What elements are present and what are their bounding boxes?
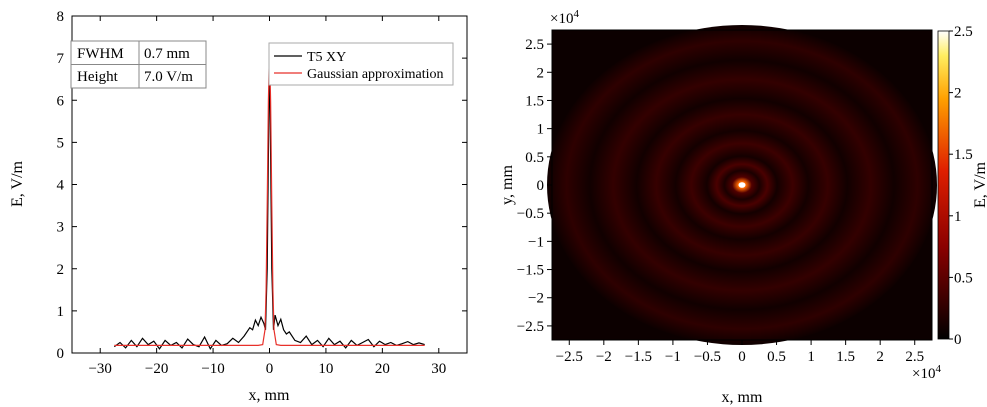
table-label-height: Height: [77, 69, 119, 85]
y-axis-label: E, V/m: [9, 160, 26, 206]
y-tick-label: 4: [57, 178, 65, 194]
y-tick-label: 1: [537, 122, 545, 138]
series-line-t5-xy: [113, 49, 425, 351]
x-tick-label: −1: [665, 349, 681, 365]
y-tick-label: 8: [57, 9, 65, 25]
x-tick-label: 2.5: [905, 349, 924, 365]
y-tick-label: −2.5: [517, 319, 544, 335]
y-tick-label: 1: [57, 304, 65, 320]
y-tick-label: −1.5: [517, 263, 544, 279]
colorbar-tick-label: 2: [954, 86, 962, 102]
x-axis-label: x, mm: [722, 389, 763, 406]
y-tick-label: 3: [57, 220, 65, 236]
y-tick-label: 7: [57, 51, 65, 67]
y-tick-label: 2: [57, 262, 65, 278]
x-ticks: −2.5 −2 −1.5 −1 −0.5 0 0.5 1 1.5 2 2.5: [556, 340, 924, 365]
y-ticks: 2.5 2 1.5 1 0.5 0 −0.5 −1 −1.5 −2 −2.5: [517, 37, 552, 335]
x-tick-label: −2.5: [556, 349, 583, 365]
x-tick-label: 20: [375, 361, 390, 377]
x-tick-label: −30: [88, 361, 111, 377]
y-tick-label: −2: [528, 291, 544, 307]
y-tick-label: 0: [537, 178, 545, 194]
legend: T5 XY Gaussian approximation: [268, 42, 454, 86]
info-table: FWHM 0.7 mm Height 7.0 V/m: [70, 40, 207, 89]
x-tick-label: 0.5: [767, 349, 786, 365]
y-tick-label: 2: [537, 65, 545, 81]
x-tick-label: 0: [738, 349, 746, 365]
x-tick-label: −2: [596, 349, 612, 365]
x-tick-label: −0.5: [694, 349, 721, 365]
x-tick-label: 2: [876, 349, 884, 365]
y-tick-label: 6: [57, 93, 65, 109]
y-multiplier: ×104: [550, 8, 579, 27]
x-tick-label: 1: [807, 349, 815, 365]
y-tick-label: −1: [528, 234, 544, 250]
x-tick-label: −20: [145, 361, 168, 377]
table-value-height: 7.0 V/m: [144, 69, 193, 85]
colorbar-tick-label: 0.5: [954, 270, 973, 286]
table-label-fwhm: FWHM: [77, 46, 124, 62]
y-tick-label: 0.5: [525, 150, 544, 166]
colorbar-tick-label: 1.5: [954, 147, 973, 163]
heatmap-chart: −2.5 −2 −1.5 −1 −0.5 0 0.5 1 1.5 2 2.5 2.5 2 1.5 1 0.5…: [499, 8, 987, 406]
y-tick-label: −0.5: [517, 206, 544, 222]
x-ticks: −30 −20 −10 0 10 20 30: [88, 16, 446, 377]
colorbar-tick-label: 2.5: [954, 24, 973, 40]
heatmap-peak: [738, 182, 746, 188]
x-tick-label: 1.5: [836, 349, 855, 365]
colorbar-ticks: 0 0.5 1 1.5 2 2.5: [949, 24, 973, 348]
x-multiplier: ×104: [912, 363, 941, 382]
y-tick-label: 5: [57, 135, 65, 151]
x-tick-label: 30: [431, 361, 446, 377]
colorbar-label: E, V/m: [972, 161, 987, 207]
legend-label-gaussian: Gaussian approximation: [307, 67, 443, 82]
table-value-fwhm: 0.7 mm: [144, 46, 190, 62]
x-tick-label: −1.5: [625, 349, 652, 365]
y-tick-label: 0: [57, 346, 65, 362]
y-ticks: 0 1 2 3 4 5 6 7 8: [57, 9, 467, 362]
legend-label-t5-xy: T5 XY: [307, 50, 346, 65]
colorbar-tick-label: 0: [954, 332, 962, 348]
y-tick-label: 2.5: [525, 37, 544, 53]
x-tick-label: 0: [266, 361, 274, 377]
x-tick-label: −10: [201, 361, 224, 377]
y-tick-label: 1.5: [525, 93, 544, 109]
x-tick-label: 10: [318, 361, 333, 377]
x-axis-label: x, mm: [249, 387, 290, 404]
colorbar: [937, 30, 950, 340]
colorbar-tick-label: 1: [954, 209, 962, 225]
y-axis-label: y, mm: [499, 165, 516, 205]
